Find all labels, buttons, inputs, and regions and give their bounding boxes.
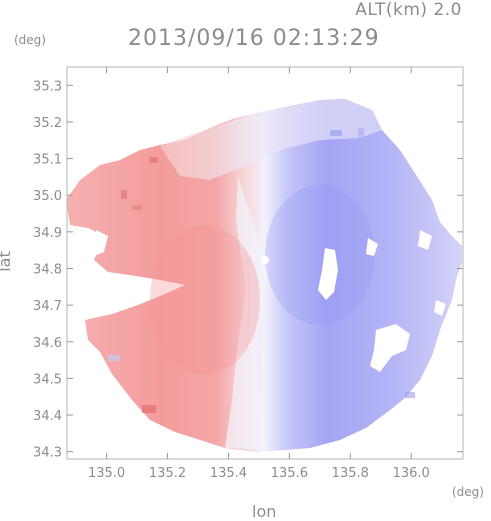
x-tick-label: 135.0 [88, 466, 125, 481]
y-tick-label: 34.3 [33, 446, 62, 461]
y-tick-label: 34.9 [33, 226, 62, 241]
x-axis-label: lon [252, 502, 277, 521]
y-tick-label: 34.8 [33, 262, 62, 277]
x-tick-label: 135.6 [271, 466, 308, 481]
altitude-label: ALT(km) 2.0 [355, 0, 462, 20]
y-tick-label: 35.3 [33, 79, 62, 94]
radar-site [261, 256, 269, 264]
y-tick-label: 35.0 [33, 189, 62, 204]
chart-title: 2013/09/16 02:13:29 [128, 26, 380, 51]
x-tick-label: 135.2 [149, 466, 186, 481]
radar-echo-field [67, 99, 462, 452]
y-tick-label: 34.6 [33, 336, 62, 351]
y-tick-label: 34.4 [33, 409, 62, 424]
x-tick-label: 136.0 [393, 466, 430, 481]
plot-frame [66, 66, 464, 460]
y-tick-label: 34.5 [33, 372, 62, 387]
y-axis-ticks: 34.3 34.4 34.5 34.6 34.7 34.8 34.9 35.0 35.1 35.2… [33, 79, 463, 461]
x-axis-unit: (deg) [452, 485, 484, 499]
y-tick-label: 34.7 [33, 299, 62, 314]
echo-speckles [108, 128, 415, 413]
inner-red-core [150, 225, 260, 375]
y-tick-label: 35.1 [33, 153, 62, 168]
x-tick-label: 135.4 [210, 466, 247, 481]
y-tick-label: 35.2 [33, 116, 62, 131]
y-axis-unit: (deg) [14, 33, 46, 47]
neutral-band [225, 176, 270, 450]
x-axis-ticks: 135.0 135.2 135.4 135.6 135.8 136.0 [88, 67, 430, 481]
upper-weak-echo [160, 99, 382, 180]
inner-blue-core [265, 185, 375, 325]
echo-gaps [94, 230, 446, 372]
x-tick-label: 135.8 [332, 466, 369, 481]
